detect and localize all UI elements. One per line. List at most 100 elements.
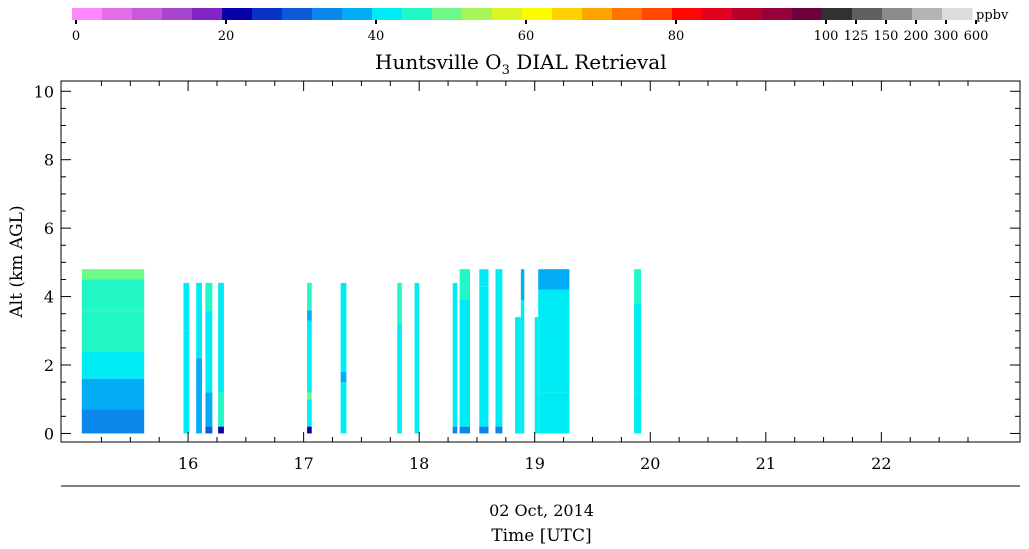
colorbar-bin (72, 8, 103, 20)
profile-cell (479, 286, 489, 427)
colorbar-bin (522, 8, 553, 20)
profile-cell (218, 426, 224, 434)
colorbar-tick-label: 20 (218, 29, 235, 44)
profile-cell (534, 317, 539, 434)
profile-cell (205, 282, 213, 311)
profile-cell (340, 282, 347, 372)
colorbar: 0 20 40 60 80 100 125 150 200 300 600 (72, 8, 989, 44)
colorbar-bin (762, 8, 793, 20)
x-tick-label: 18 (409, 454, 429, 473)
profile-cell (205, 310, 213, 393)
profile-cell (538, 289, 570, 321)
colorbar-bin (672, 8, 703, 20)
axes: 16 17 18 19 20 21 22 0 2 4 6 8 10 (34, 81, 1020, 473)
colorbar-bin (192, 8, 223, 20)
colorbar-tick-label: 125 (844, 29, 869, 44)
colorbar-bin (852, 8, 883, 20)
x-axis-label: Time [UTC] (491, 526, 591, 546)
profile-cell (81, 378, 145, 410)
x-tick-label: 17 (293, 454, 313, 473)
y-tick-label: 10 (34, 82, 54, 101)
y-axis-label: Alt (km AGL) (7, 205, 27, 318)
colorbar-bin (432, 8, 463, 20)
profile-cell (340, 371, 347, 383)
colorbar-tick-label: 600 (964, 29, 989, 44)
colorbar-bin (792, 8, 823, 20)
profile-cell (307, 320, 312, 393)
x-tick-label: 20 (640, 454, 660, 473)
profile-cell (218, 392, 224, 427)
x-tick-label: 21 (756, 454, 776, 473)
colorbar-bin (702, 8, 733, 20)
profile-cell (538, 320, 570, 393)
colorbar-bin (282, 8, 313, 20)
colorbar-tick-label: 100 (814, 29, 839, 44)
profile-cell (495, 269, 503, 427)
date-label: 02 Oct, 2014 (489, 501, 594, 520)
colorbar-tick-label: 80 (668, 29, 685, 44)
colorbar-bin (732, 8, 763, 20)
profile-cell (205, 392, 213, 427)
profile-cell (452, 426, 458, 434)
profile-cell (81, 269, 145, 280)
colorbar-bin (882, 8, 913, 20)
profile-cell (81, 351, 145, 379)
colorbar-bin (552, 8, 583, 20)
colorbar-bin (312, 8, 343, 20)
profile-cell (307, 282, 312, 311)
colorbar-bin (912, 8, 943, 20)
profile-cell (520, 299, 525, 434)
profile-cell (515, 317, 521, 434)
profile-cell (307, 399, 312, 427)
profile-cell (495, 426, 503, 434)
profile-cell (183, 330, 190, 434)
profile-cell (196, 282, 202, 359)
colorbar-tick-label: 300 (934, 29, 959, 44)
colorbar-tick-label: 150 (874, 29, 899, 44)
colorbar-bin (942, 8, 973, 20)
profile-cell (479, 426, 489, 434)
chart-title-suffix: DIAL Retrieval (510, 50, 667, 74)
profile-cell (81, 409, 145, 434)
y-tick-label: 4 (44, 288, 54, 307)
colorbar-tick-label: 0 (72, 29, 80, 44)
colorbar-bin (582, 8, 613, 20)
colorbar-bin (162, 8, 193, 20)
profile-cell (634, 392, 642, 434)
colorbar-tick-label: 40 (368, 29, 385, 44)
profile-cell (459, 299, 471, 427)
profile-cell (397, 323, 402, 434)
plot-data (81, 269, 642, 434)
colorbar-bin (252, 8, 283, 20)
colorbar-tick-label: 200 (904, 29, 929, 44)
profile-cell (414, 282, 420, 383)
colorbar-bin (822, 8, 853, 20)
profile-cell (538, 392, 570, 434)
colorbar-bin (612, 8, 643, 20)
colorbar-bin (402, 8, 433, 20)
profile-cell (205, 426, 213, 434)
chart-title: Huntsville O3 DIAL Retrieval (375, 50, 667, 78)
colorbar-bin (132, 8, 163, 20)
colorbar-tick-label: 60 (518, 29, 535, 44)
colorbar-bin (342, 8, 373, 20)
profile-cell (520, 269, 525, 300)
profile-cell (183, 282, 190, 331)
colorbar-bin (372, 8, 403, 20)
x-tick-label: 19 (525, 454, 545, 473)
y-tick-label: 0 (44, 424, 54, 443)
profile-cell (452, 282, 458, 427)
profile-cell (307, 426, 312, 434)
y-tick-label: 8 (44, 151, 54, 170)
profile-cell (479, 269, 489, 287)
profile-cell (397, 282, 402, 324)
colorbar-bin (492, 8, 523, 20)
profile-cell (81, 310, 145, 352)
y-tick-label: 6 (44, 219, 54, 238)
y-tick-label: 2 (44, 356, 54, 375)
profile-cell (218, 282, 224, 393)
chart-title-main: Huntsville O (375, 50, 502, 74)
colorbar-bin (222, 8, 253, 20)
plot-frame (60, 80, 1021, 443)
